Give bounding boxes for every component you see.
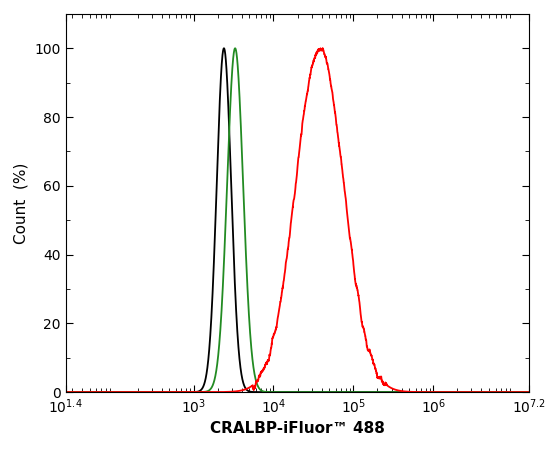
X-axis label: CRALBP-iFluor™ 488: CRALBP-iFluor™ 488 [210, 421, 385, 436]
Y-axis label: Count  (%): Count (%) [14, 162, 29, 244]
